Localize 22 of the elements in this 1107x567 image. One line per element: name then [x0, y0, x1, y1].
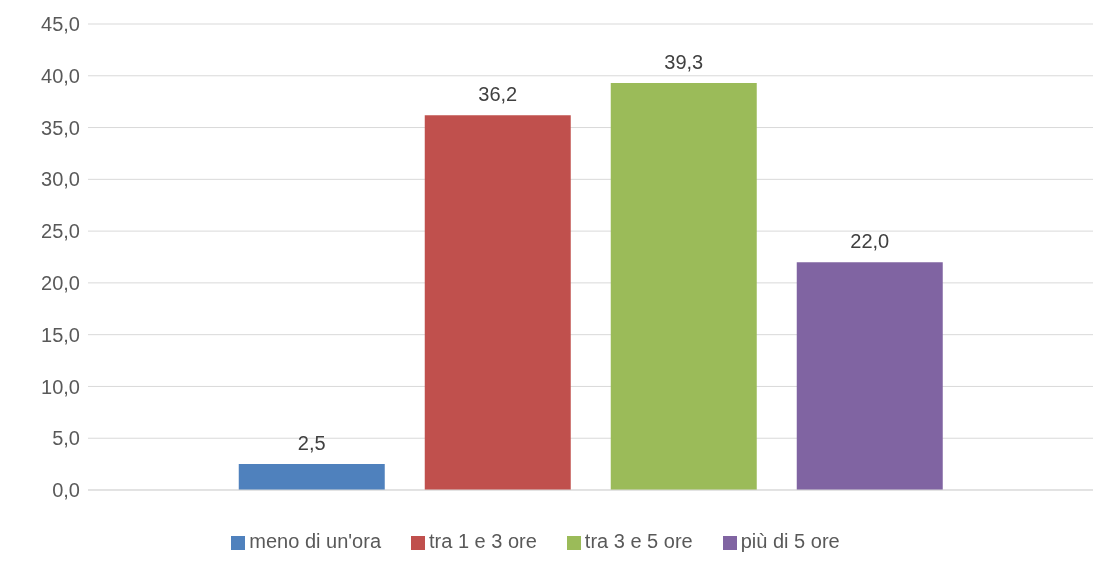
data-label: 36,2 — [478, 83, 518, 106]
data-label: 22,0 — [850, 230, 890, 253]
data-label: 2,5 — [297, 432, 326, 455]
bar — [238, 464, 385, 490]
bar — [424, 115, 571, 490]
bar — [796, 262, 943, 490]
y-tick-label: 25,0 — [41, 220, 80, 243]
y-tick-label: 45,0 — [41, 13, 80, 36]
y-tick-label: 15,0 — [41, 323, 80, 346]
legend-label: più di 5 ore — [740, 530, 840, 552]
legend-label: meno di un'ora — [249, 530, 382, 552]
legend-label: tra 3 e 5 ore — [584, 530, 693, 552]
y-tick-label: 0,0 — [52, 479, 80, 502]
y-tick-label: 30,0 — [41, 168, 80, 191]
data-label: 39,3 — [664, 51, 704, 74]
y-tick-label: 35,0 — [41, 116, 80, 139]
legend-label: tra 1 e 3 ore — [429, 530, 537, 552]
bar — [610, 83, 757, 490]
y-tick-label: 20,0 — [41, 271, 80, 294]
y-tick-label: 5,0 — [52, 427, 80, 450]
y-tick-label: 10,0 — [41, 375, 80, 398]
y-tick-label: 40,0 — [41, 64, 80, 87]
